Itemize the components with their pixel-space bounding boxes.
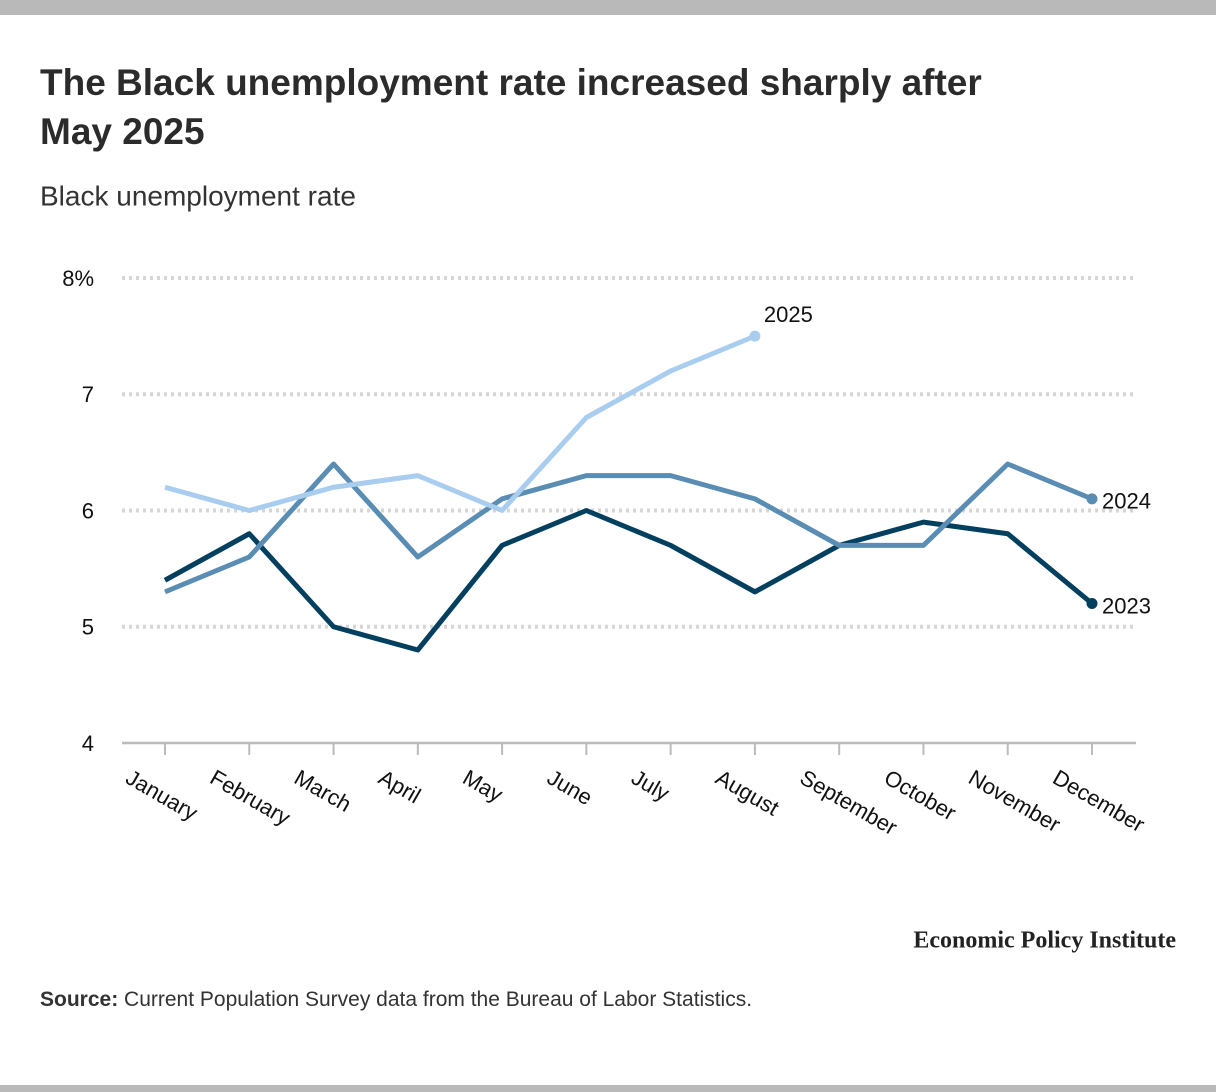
x-tick-label: August: [712, 765, 784, 821]
x-tick-label: December: [1049, 765, 1149, 837]
brand: Economic Policy Institute: [913, 928, 1176, 954]
y-tick-label: 7: [82, 382, 94, 407]
source: Source: Current Population Survey data f…: [40, 988, 752, 1011]
chart-title: May 2025: [40, 111, 205, 152]
x-tick-label: March: [290, 765, 355, 817]
source-label: Source:: [40, 988, 118, 1011]
top-bar: [0, 0, 1216, 15]
source-text: Current Population Survey data from the …: [124, 988, 752, 1011]
y-tick-label: 5: [82, 615, 94, 640]
line-series: [164, 461, 1093, 595]
x-tick-label: April: [374, 765, 425, 809]
x-tick-label: July: [627, 765, 673, 806]
x-tick-label: May: [459, 765, 507, 807]
x-tick-label: June: [543, 765, 597, 811]
y-tick-label: 8%: [62, 266, 94, 291]
end-marker: [1086, 598, 1098, 609]
bottom-bar: [0, 1085, 1216, 1092]
x-tick-label: February: [206, 765, 295, 831]
end-marker: [1086, 493, 1098, 505]
x-tick-label: January: [122, 765, 202, 826]
chart-title: The Black unemployment rate increased sh…: [40, 62, 982, 103]
chart-subtitle: Black unemployment rate: [40, 180, 356, 211]
line-series: [164, 333, 756, 513]
y-tick-label: 6: [82, 498, 94, 523]
series-label: 2025: [764, 302, 813, 327]
x-tick-label: November: [964, 765, 1064, 837]
series-label: 2023: [1102, 593, 1151, 618]
y-tick-label: 4: [82, 731, 94, 756]
series-label: 2024: [1102, 489, 1151, 514]
line-series: [163, 508, 1094, 653]
end-marker: [749, 330, 761, 342]
